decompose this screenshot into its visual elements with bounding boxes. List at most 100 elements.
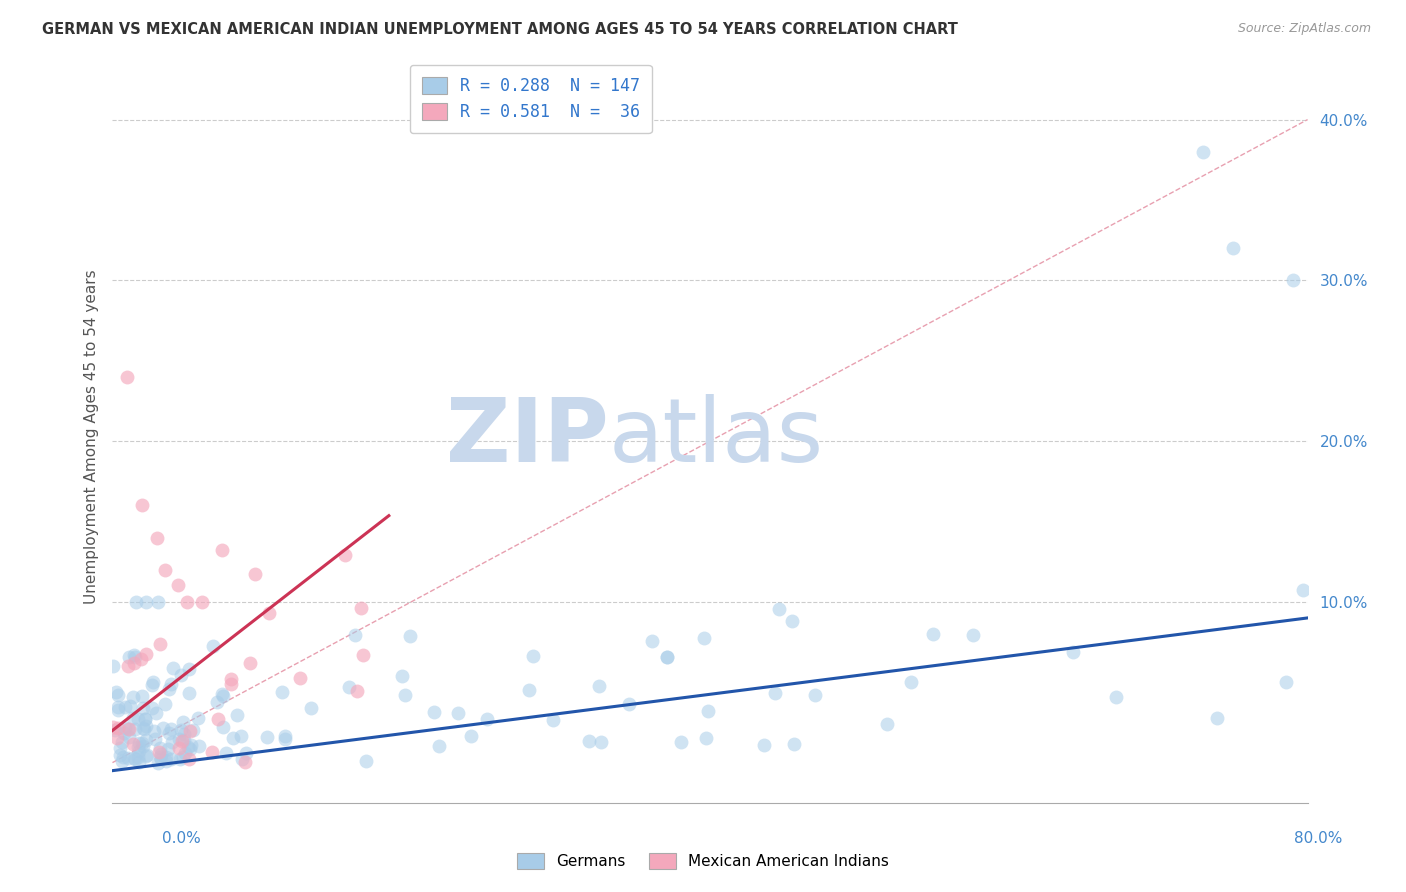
Point bbox=[127, 712, 149, 726]
Point bbox=[337, 681, 360, 695]
Point bbox=[118, 699, 141, 714]
Point bbox=[299, 701, 322, 715]
Point bbox=[422, 705, 444, 719]
Point bbox=[155, 750, 177, 764]
Point bbox=[107, 722, 129, 736]
Point bbox=[181, 723, 204, 738]
Point bbox=[344, 628, 367, 642]
Point bbox=[588, 679, 610, 693]
Point bbox=[101, 720, 124, 734]
Point bbox=[160, 677, 183, 691]
Point bbox=[214, 746, 236, 760]
Point bbox=[201, 639, 224, 653]
Point bbox=[146, 595, 169, 609]
Point bbox=[103, 659, 125, 673]
Point bbox=[697, 704, 720, 718]
Point bbox=[619, 698, 641, 712]
Point bbox=[922, 627, 945, 641]
Point bbox=[176, 595, 198, 609]
Point bbox=[167, 732, 190, 747]
Point bbox=[655, 649, 678, 664]
Point bbox=[226, 707, 249, 722]
Point bbox=[153, 563, 176, 577]
Point bbox=[271, 685, 294, 699]
Point bbox=[132, 739, 155, 753]
Point bbox=[235, 747, 257, 761]
Point bbox=[394, 688, 416, 702]
Point bbox=[107, 703, 129, 717]
Point bbox=[117, 658, 139, 673]
Point bbox=[201, 745, 224, 759]
Point bbox=[522, 648, 544, 663]
Point bbox=[146, 531, 169, 545]
Point bbox=[172, 734, 194, 748]
Point bbox=[350, 601, 373, 615]
Point bbox=[170, 667, 193, 681]
Point bbox=[128, 744, 150, 758]
Point bbox=[118, 722, 141, 736]
Point bbox=[191, 595, 214, 609]
Point bbox=[346, 683, 368, 698]
Point bbox=[107, 731, 129, 746]
Point bbox=[187, 739, 209, 753]
Point bbox=[693, 631, 716, 645]
Point bbox=[333, 549, 356, 563]
Point bbox=[169, 752, 191, 766]
Point bbox=[256, 731, 278, 745]
Point bbox=[274, 731, 297, 746]
Point bbox=[274, 729, 297, 743]
Point bbox=[460, 729, 482, 743]
Point bbox=[105, 684, 128, 698]
Point bbox=[150, 752, 173, 766]
Point bbox=[127, 740, 149, 755]
Point bbox=[134, 712, 156, 726]
Point bbox=[900, 675, 922, 690]
Point bbox=[142, 674, 165, 689]
Point bbox=[114, 699, 136, 714]
Point bbox=[219, 677, 242, 691]
Point bbox=[160, 735, 183, 749]
Point bbox=[162, 661, 184, 675]
Point bbox=[233, 756, 256, 770]
Point bbox=[211, 690, 233, 704]
Point bbox=[1206, 711, 1229, 725]
Point bbox=[111, 754, 134, 768]
Point bbox=[131, 499, 153, 513]
Point bbox=[179, 724, 201, 739]
Point bbox=[148, 745, 170, 759]
Point bbox=[135, 733, 157, 747]
Point bbox=[107, 688, 129, 702]
Point bbox=[876, 717, 898, 731]
Point bbox=[578, 734, 600, 748]
Point bbox=[135, 719, 157, 733]
Point bbox=[170, 723, 193, 738]
Point bbox=[290, 671, 312, 685]
Point bbox=[117, 723, 139, 737]
Point bbox=[135, 748, 157, 763]
Legend: R = 0.288  N = 147, R = 0.581  N =  36: R = 0.288 N = 147, R = 0.581 N = 36 bbox=[411, 65, 651, 133]
Point bbox=[111, 749, 134, 764]
Point bbox=[1281, 273, 1303, 287]
Point bbox=[1105, 690, 1128, 704]
Point bbox=[117, 751, 139, 765]
Point bbox=[763, 686, 786, 700]
Point bbox=[111, 735, 134, 749]
Point bbox=[1292, 582, 1315, 597]
Point bbox=[104, 723, 127, 738]
Point bbox=[179, 752, 201, 766]
Point bbox=[1192, 145, 1215, 159]
Point bbox=[179, 686, 201, 700]
Point bbox=[122, 690, 145, 704]
Text: 0.0%: 0.0% bbox=[162, 831, 201, 846]
Point bbox=[117, 369, 139, 384]
Point bbox=[122, 648, 145, 662]
Point bbox=[131, 736, 153, 750]
Point bbox=[129, 652, 152, 666]
Point bbox=[157, 682, 180, 697]
Point bbox=[229, 729, 252, 743]
Point bbox=[752, 739, 775, 753]
Point bbox=[803, 688, 825, 702]
Text: atlas: atlas bbox=[609, 393, 824, 481]
Point bbox=[149, 747, 172, 761]
Point bbox=[148, 740, 170, 755]
